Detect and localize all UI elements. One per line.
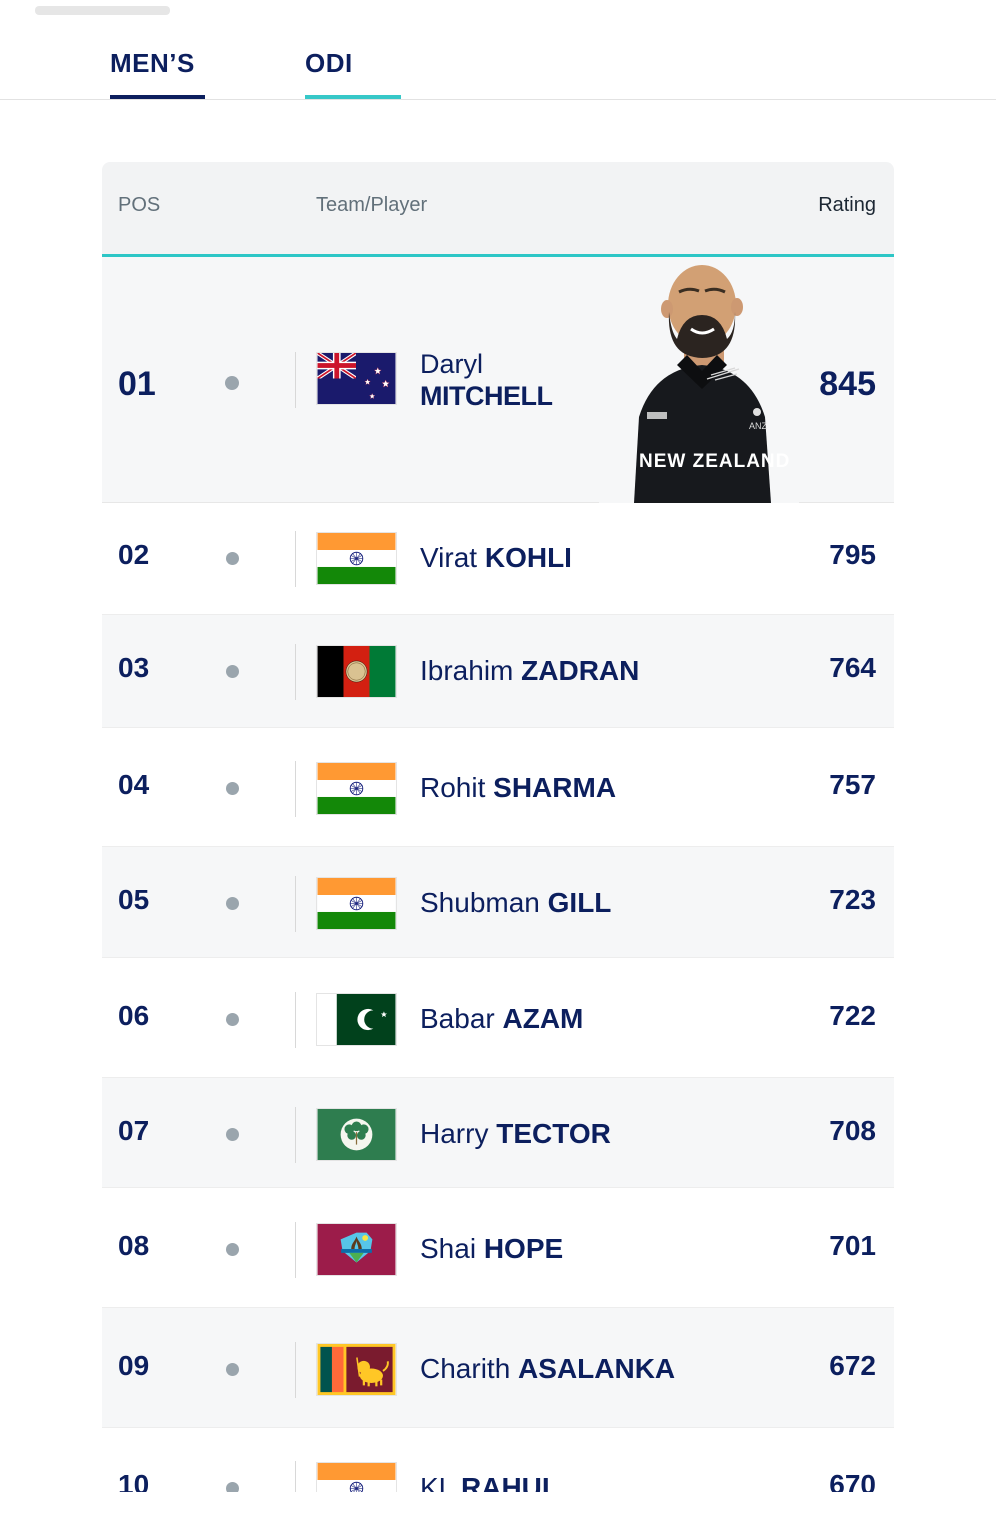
svg-text:NEW ZEALAND: NEW ZEALAND (639, 451, 790, 472)
svg-text:ANZ: ANZ (749, 421, 768, 431)
